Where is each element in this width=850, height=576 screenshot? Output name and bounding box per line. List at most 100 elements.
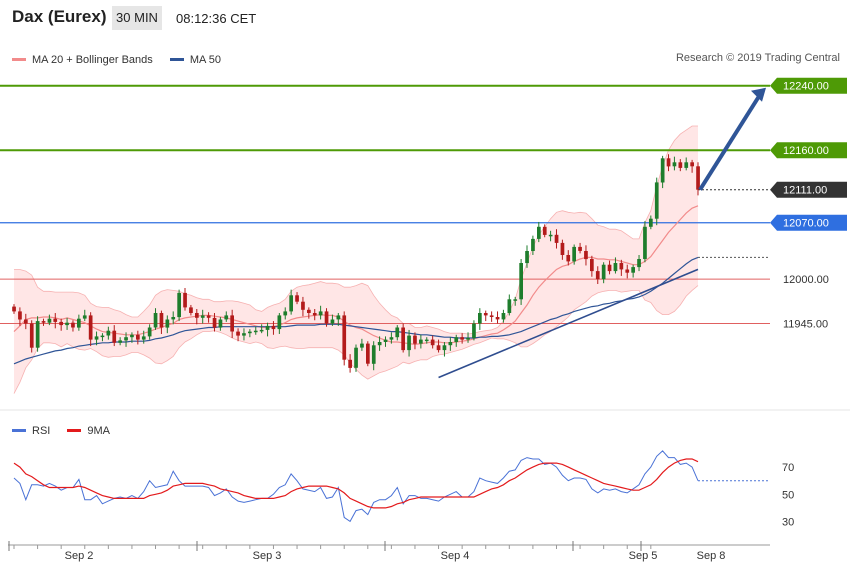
price-tag-bg [770, 214, 847, 231]
candle-body [690, 162, 694, 167]
candle-body [625, 269, 630, 273]
candle-body [218, 319, 223, 328]
candle-body [566, 255, 571, 262]
candle-body [525, 251, 529, 264]
price-tag-label: 12070.00 [783, 218, 829, 230]
candle-body [295, 295, 299, 302]
bollinger-upper-line [14, 125, 698, 335]
candle-body [324, 311, 329, 324]
candle-body [301, 301, 305, 310]
candle-body [472, 323, 476, 338]
candle-body [100, 335, 105, 338]
candle-body [289, 295, 293, 312]
candle-body [277, 315, 282, 330]
candle-body [442, 345, 447, 351]
legend-item-bollinger: MA 20 + Bollinger Bands [12, 54, 153, 66]
candle-body [165, 319, 170, 328]
ma50-line [13, 256, 699, 365]
candle-body [407, 335, 411, 351]
candle-body [542, 226, 547, 235]
candle-body [696, 166, 700, 190]
candle-body [29, 323, 34, 348]
legend-label-bollinger: MA 20 + Bollinger Bands [32, 53, 153, 66]
candle-body [454, 337, 459, 342]
candle-body [307, 309, 311, 313]
candle-body [159, 313, 164, 328]
legend-item-rsi: RSI [12, 425, 50, 437]
legend-swatch-9ma [67, 429, 82, 432]
price-tag-0: 12240.00 [770, 77, 847, 94]
candle-body [18, 311, 22, 320]
candle-body [271, 325, 276, 330]
candle-body [12, 306, 16, 312]
candle-body [466, 338, 470, 340]
rsi-ma9-line [13, 458, 699, 509]
forecast-arrow-head [751, 87, 766, 102]
candle-body [448, 342, 453, 346]
candle-body [660, 158, 665, 183]
candle-body [348, 359, 352, 368]
candle-body [77, 318, 81, 328]
candle-body [312, 313, 317, 316]
candles [12, 154, 700, 373]
trend-channel-line [438, 268, 699, 379]
research-credit: Research © 2019 Trading Central [675, 52, 840, 64]
x-tick-label-1: Sep 3 [253, 550, 282, 562]
candle-body [572, 246, 576, 262]
price-tag-bg [770, 181, 847, 198]
candle-body [495, 317, 500, 320]
candle-body [531, 238, 535, 251]
price-tag-bg [770, 142, 847, 159]
candle-body [354, 347, 358, 368]
candle-body [595, 271, 600, 280]
candle-body [112, 330, 117, 343]
candle-body [59, 321, 63, 326]
bollinger-band-area [14, 126, 698, 394]
candle-body [130, 334, 134, 338]
candle-body [666, 158, 671, 167]
candle-body [413, 335, 417, 344]
x-tick-label-3: Sep 5 [629, 550, 658, 562]
candle-body [377, 342, 382, 346]
candle-body [242, 333, 246, 336]
legend-item-ma50: MA 50 [169, 54, 221, 66]
candle-body [195, 313, 199, 318]
candle-body [253, 330, 258, 333]
candle-body [106, 330, 111, 336]
candle-body [366, 343, 370, 364]
candle-body [171, 317, 176, 320]
rsi-tick-label-1: 50 [782, 489, 794, 501]
candle-body [124, 337, 128, 341]
candle-body [507, 299, 512, 313]
price-tag-label: 12240.00 [783, 81, 829, 93]
instrument-title: Dax (Eurex) [12, 7, 107, 26]
x-tick-label-2: Sep 4 [441, 550, 470, 562]
price-tag-1: 12160.00 [770, 142, 847, 159]
candle-body [619, 263, 624, 270]
candle-body [684, 162, 689, 168]
candle-body [41, 321, 46, 323]
candle-body [82, 315, 87, 319]
candle-body [649, 218, 653, 227]
candle-body [613, 263, 618, 272]
price-tag-label: 12160.00 [783, 145, 829, 157]
ma20-line [13, 205, 699, 346]
candle-body [265, 325, 270, 330]
candle-body [601, 264, 606, 280]
candle-body [483, 313, 488, 316]
candle-body [554, 234, 559, 243]
interval-selector[interactable]: 30 MIN [112, 6, 162, 30]
candle-body [519, 263, 523, 300]
candle-body [47, 318, 52, 323]
candle-body [371, 345, 376, 364]
candle-body [330, 319, 335, 324]
candle-body [430, 339, 435, 346]
candle-body [71, 322, 75, 328]
candle-body [548, 234, 553, 237]
candle-body [537, 226, 541, 239]
candle-body [401, 327, 405, 351]
rsi-tick-label-2: 70 [782, 462, 794, 474]
x-tick-label-0: Sep 2 [65, 550, 94, 562]
candle-body [478, 313, 482, 324]
